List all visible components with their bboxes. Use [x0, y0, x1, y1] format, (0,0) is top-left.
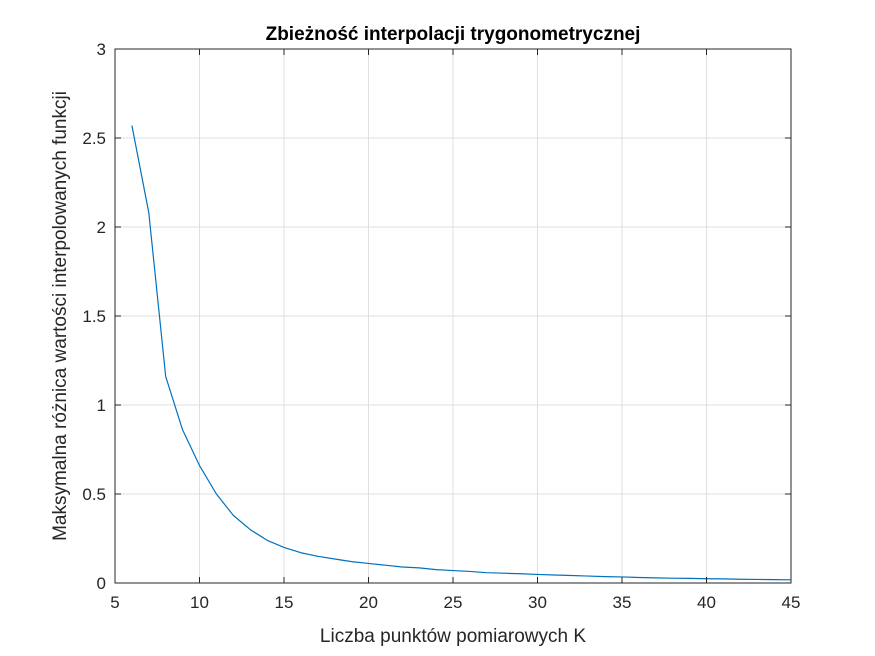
x-tick-label: 40 — [697, 593, 716, 612]
series-layer — [131, 125, 792, 581]
y-tick-label: 0 — [97, 574, 106, 593]
ticks: 5 10 15 20 25 30 35 40 45 0 0.5 1 1.5 2 2.5 3 — [82, 40, 800, 612]
x-tick-label: 20 — [359, 593, 378, 612]
x-tick-label: 25 — [444, 593, 463, 612]
x-tick-label: 35 — [613, 593, 632, 612]
y-tick-label: 3 — [97, 40, 106, 59]
x-tick-label: 15 — [275, 593, 294, 612]
y-tick-label: 2.5 — [82, 129, 106, 148]
series-line — [131, 125, 792, 581]
grid — [114, 48, 792, 584]
x-axis-label: Liczba punktów pomiarowych K — [320, 626, 586, 647]
x-tick-label: 30 — [528, 593, 547, 612]
y-tick-label: 2 — [97, 218, 106, 237]
y-tick-label: 1 — [97, 396, 106, 415]
y-tick-label: 0.5 — [82, 485, 106, 504]
chart-title: Zbieżność interpolacji trygonometrycznej — [266, 24, 641, 45]
y-tick-label: 1.5 — [82, 307, 106, 326]
x-tick-label: 5 — [110, 593, 119, 612]
x-tick-label: 10 — [190, 593, 209, 612]
y-axis-label: Maksymalna różnica wartości interpolowan… — [50, 91, 71, 541]
x-tick-label: 45 — [782, 593, 801, 612]
